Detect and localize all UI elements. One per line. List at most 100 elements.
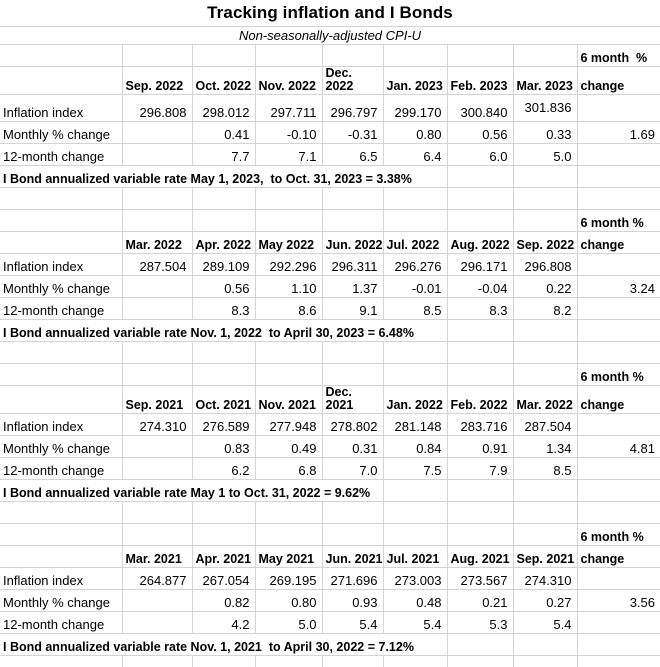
value-cell[interactable]: 283.716 — [447, 414, 513, 436]
spacer-cell[interactable] — [122, 342, 192, 364]
value-cell[interactable]: 7.9 — [447, 458, 513, 480]
month-header[interactable]: Nov. 2022 — [255, 67, 322, 95]
empty-cell[interactable] — [255, 364, 322, 386]
empty-cell[interactable] — [577, 166, 660, 188]
value-cell[interactable]: 6.5 — [322, 144, 383, 166]
value-cell[interactable]: -0.10 — [255, 122, 322, 144]
row-label[interactable]: 12-month change — [0, 458, 122, 480]
value-cell[interactable]: 6.8 — [255, 458, 322, 480]
ibond-rate-note[interactable]: I Bond annualized variable rate May 1, 2… — [0, 166, 447, 188]
six-month-value[interactable]: 3.56 — [577, 590, 660, 612]
spacer-cell[interactable] — [513, 502, 577, 524]
value-cell[interactable]: 296.276 — [383, 254, 447, 276]
spacer-cell[interactable] — [577, 656, 660, 667]
six-month-value[interactable] — [577, 254, 660, 276]
value-cell[interactable]: 8.3 — [447, 298, 513, 320]
empty-cell[interactable] — [192, 524, 255, 546]
value-cell[interactable]: 274.310 — [513, 568, 577, 590]
value-cell[interactable] — [122, 590, 192, 612]
value-cell[interactable] — [122, 122, 192, 144]
month-header[interactable]: Jul. 2022 — [383, 232, 447, 254]
value-cell[interactable]: 296.797 — [322, 95, 383, 122]
spacer-cell[interactable] — [383, 656, 447, 667]
value-cell[interactable]: 269.195 — [255, 568, 322, 590]
six-month-header[interactable]: 6 month % — [577, 45, 660, 67]
value-cell[interactable]: 301.836 — [513, 95, 577, 122]
spacer-cell[interactable] — [255, 656, 322, 667]
six-month-header[interactable]: change — [577, 386, 660, 414]
spacer-cell[interactable] — [0, 188, 122, 210]
empty-cell[interactable] — [0, 364, 122, 386]
value-cell[interactable]: 273.003 — [383, 568, 447, 590]
empty-cell[interactable] — [513, 210, 577, 232]
month-header[interactable]: Sep. 2021 — [513, 546, 577, 568]
value-cell[interactable]: 296.808 — [513, 254, 577, 276]
value-cell[interactable]: 276.589 — [192, 414, 255, 436]
empty-cell[interactable] — [383, 480, 447, 502]
empty-cell[interactable] — [513, 320, 577, 342]
six-month-value[interactable]: 3.24 — [577, 276, 660, 298]
empty-cell[interactable] — [322, 210, 383, 232]
row-label[interactable]: Monthly % change — [0, 122, 122, 144]
value-cell[interactable]: 278.802 — [322, 414, 383, 436]
month-header[interactable]: Sep. 2022 — [513, 232, 577, 254]
value-cell[interactable]: 9.1 — [322, 298, 383, 320]
value-cell[interactable] — [122, 298, 192, 320]
empty-cell[interactable] — [447, 166, 513, 188]
six-month-value[interactable] — [577, 95, 660, 122]
value-cell[interactable]: 300.840 — [447, 95, 513, 122]
value-cell[interactable]: 296.311 — [322, 254, 383, 276]
empty-cell[interactable] — [383, 45, 447, 67]
row-label[interactable]: Inflation index — [0, 95, 122, 122]
month-header[interactable]: Jun. 2021 — [322, 546, 383, 568]
row-label[interactable]: Monthly % change — [0, 590, 122, 612]
value-cell[interactable]: 5.0 — [255, 612, 322, 634]
spacer-cell[interactable] — [255, 502, 322, 524]
empty-cell[interactable] — [0, 546, 122, 568]
six-month-value[interactable] — [577, 458, 660, 480]
empty-cell[interactable] — [0, 386, 122, 414]
value-cell[interactable]: 7.5 — [383, 458, 447, 480]
empty-cell[interactable] — [322, 45, 383, 67]
value-cell[interactable]: 0.41 — [192, 122, 255, 144]
spacer-cell[interactable] — [322, 656, 383, 667]
value-cell[interactable]: 8.6 — [255, 298, 322, 320]
empty-cell[interactable] — [322, 364, 383, 386]
value-cell[interactable]: 1.34 — [513, 436, 577, 458]
spacer-cell[interactable] — [447, 188, 513, 210]
month-header[interactable]: Apr. 2021 — [192, 546, 255, 568]
month-header[interactable]: Jun. 2022 — [322, 232, 383, 254]
month-header[interactable]: Feb. 2022 — [447, 386, 513, 414]
row-label[interactable]: 12-month change — [0, 298, 122, 320]
row-label[interactable]: 12-month change — [0, 612, 122, 634]
value-cell[interactable]: 296.171 — [447, 254, 513, 276]
empty-cell[interactable] — [0, 67, 122, 95]
value-cell[interactable]: 8.2 — [513, 298, 577, 320]
empty-cell[interactable] — [513, 524, 577, 546]
spacer-cell[interactable] — [577, 188, 660, 210]
empty-cell[interactable] — [513, 480, 577, 502]
month-header[interactable]: Mar. 2021 — [122, 546, 192, 568]
value-cell[interactable]: 0.82 — [192, 590, 255, 612]
spacer-cell[interactable] — [447, 342, 513, 364]
six-month-header[interactable]: 6 month % — [577, 364, 660, 386]
month-header[interactable]: Jul. 2021 — [383, 546, 447, 568]
month-header[interactable]: Aug. 2021 — [447, 546, 513, 568]
empty-cell[interactable] — [577, 320, 660, 342]
empty-cell[interactable] — [122, 364, 192, 386]
empty-cell[interactable] — [447, 634, 513, 656]
empty-cell[interactable] — [447, 524, 513, 546]
spacer-cell[interactable] — [447, 656, 513, 667]
six-month-value[interactable] — [577, 298, 660, 320]
spacer-cell[interactable] — [0, 502, 122, 524]
empty-cell[interactable] — [0, 45, 122, 67]
spacer-cell[interactable] — [192, 188, 255, 210]
value-cell[interactable]: 287.504 — [513, 414, 577, 436]
value-cell[interactable]: 5.0 — [513, 144, 577, 166]
six-month-header[interactable]: 6 month % — [577, 210, 660, 232]
value-cell[interactable]: 0.93 — [322, 590, 383, 612]
value-cell[interactable]: 7.7 — [192, 144, 255, 166]
row-label[interactable]: 12-month change — [0, 144, 122, 166]
empty-cell[interactable] — [383, 210, 447, 232]
value-cell[interactable]: 7.1 — [255, 144, 322, 166]
